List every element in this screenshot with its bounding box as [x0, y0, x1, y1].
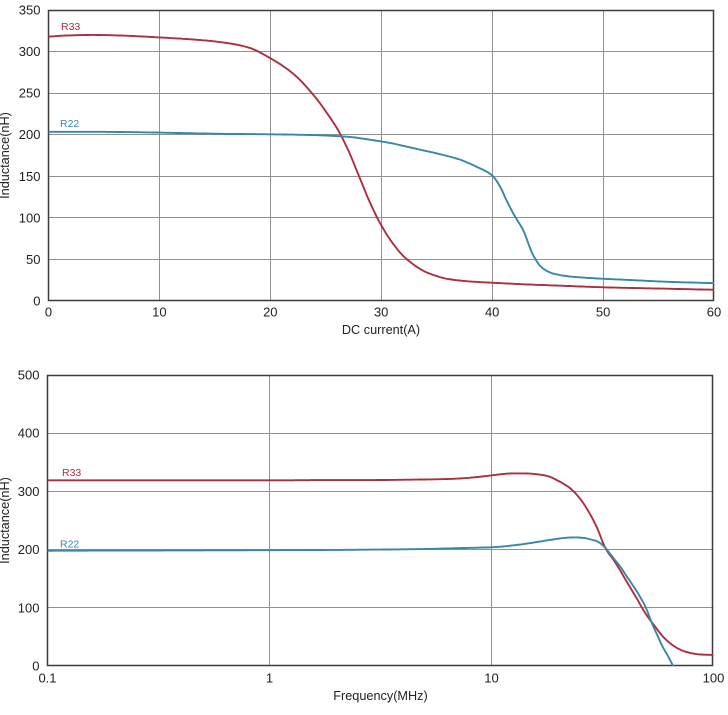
svg-text:250: 250	[19, 86, 41, 101]
svg-text:200: 200	[18, 542, 40, 557]
svg-text:R33: R33	[61, 21, 80, 33]
svg-text:DC current(A): DC current(A)	[342, 323, 420, 337]
svg-text:350: 350	[19, 3, 41, 18]
svg-text:40: 40	[485, 305, 499, 320]
svg-text:100: 100	[18, 600, 40, 615]
svg-text:0: 0	[33, 294, 40, 309]
svg-text:60: 60	[707, 305, 721, 320]
svg-text:0.1: 0.1	[38, 671, 56, 686]
svg-text:0: 0	[45, 305, 52, 320]
svg-text:300: 300	[18, 484, 40, 499]
svg-text:30: 30	[374, 305, 388, 320]
svg-text:20: 20	[263, 305, 277, 320]
svg-text:50: 50	[26, 252, 40, 267]
svg-text:Inductance(nH): Inductance(nH)	[0, 477, 12, 564]
svg-text:Frequency(MHz): Frequency(MHz)	[333, 689, 427, 703]
svg-text:100: 100	[703, 671, 725, 686]
svg-text:0: 0	[32, 659, 39, 674]
svg-text:400: 400	[18, 426, 40, 441]
svg-text:1: 1	[266, 671, 273, 686]
svg-text:200: 200	[19, 127, 41, 142]
svg-text:10: 10	[152, 305, 166, 320]
svg-text:300: 300	[19, 44, 41, 59]
svg-text:R22: R22	[60, 539, 79, 551]
svg-text:150: 150	[19, 169, 41, 184]
svg-text:10: 10	[484, 671, 498, 686]
svg-text:Inductance(nH): Inductance(nH)	[0, 112, 12, 199]
svg-text:500: 500	[18, 368, 40, 383]
svg-text:R33: R33	[62, 467, 81, 479]
svg-text:R22: R22	[60, 118, 79, 130]
svg-text:100: 100	[19, 210, 41, 225]
svg-text:50: 50	[596, 305, 610, 320]
